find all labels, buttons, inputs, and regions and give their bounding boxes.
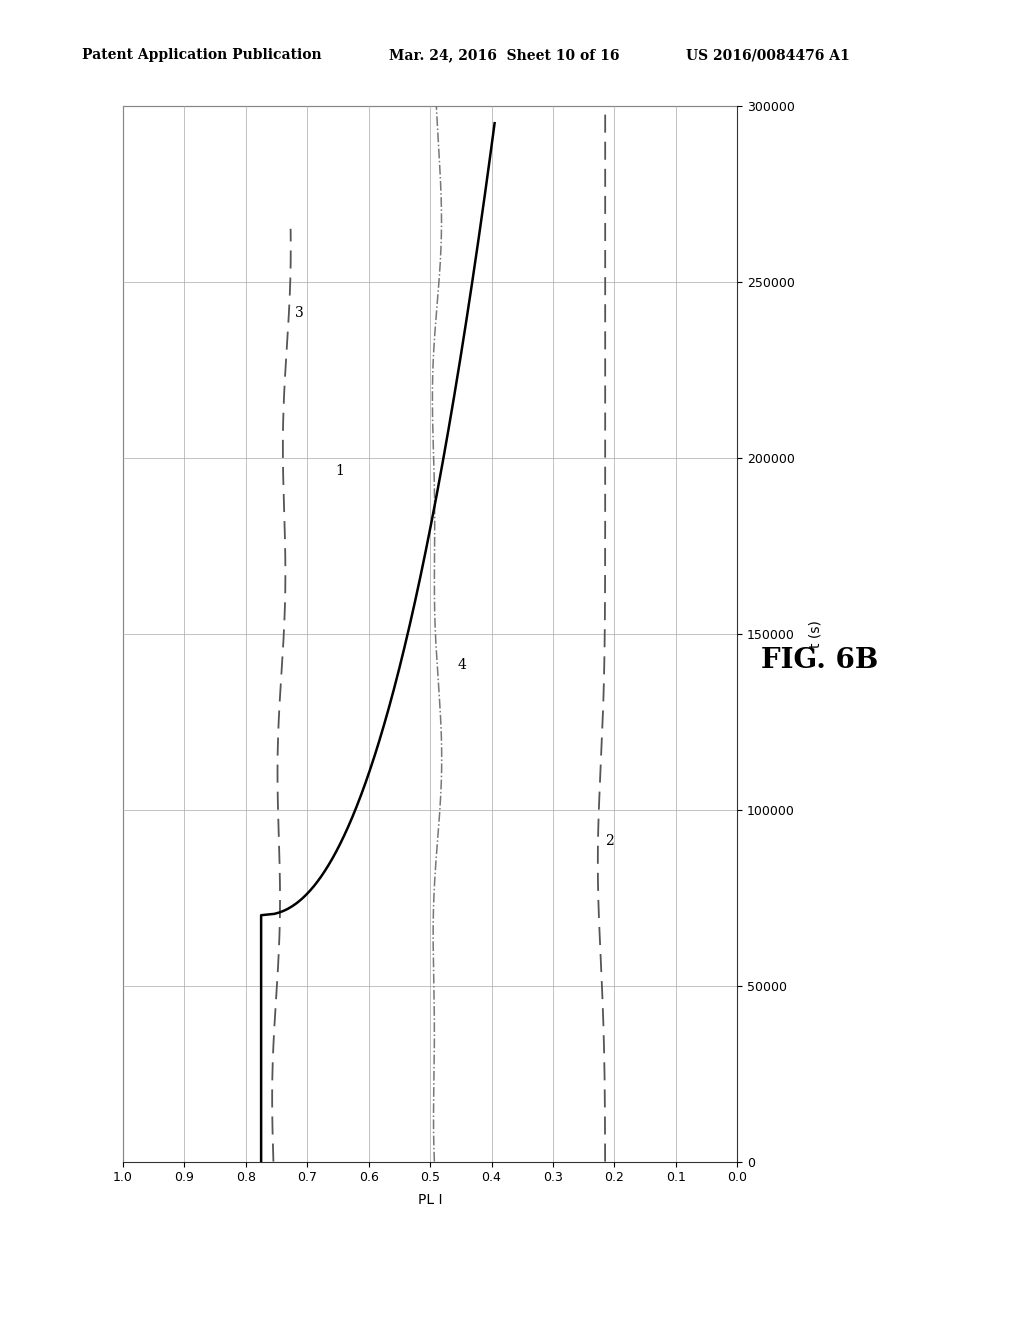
Text: 3: 3 [295,306,304,319]
Text: 1: 1 [335,465,344,478]
Text: 4: 4 [458,657,467,672]
Text: 2: 2 [605,834,614,847]
Text: Patent Application Publication: Patent Application Publication [82,49,322,62]
Y-axis label: t (s): t (s) [809,619,822,648]
X-axis label: PL I: PL I [418,1193,442,1206]
Text: US 2016/0084476 A1: US 2016/0084476 A1 [686,49,850,62]
Text: Mar. 24, 2016  Sheet 10 of 16: Mar. 24, 2016 Sheet 10 of 16 [389,49,620,62]
Text: FIG. 6B: FIG. 6B [761,647,878,673]
